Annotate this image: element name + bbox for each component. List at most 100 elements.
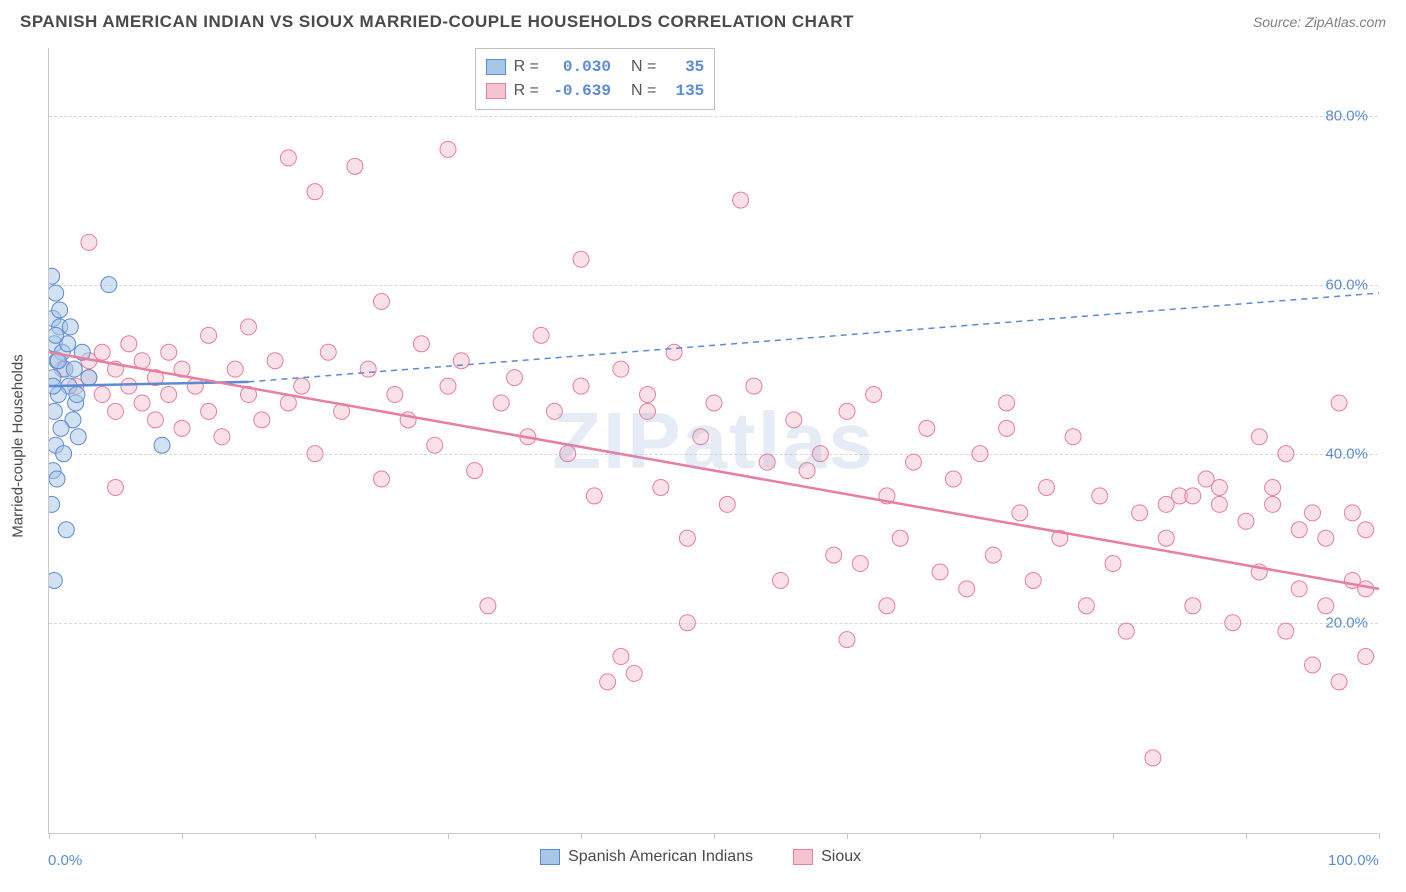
scatter-point xyxy=(1265,479,1281,495)
scatter-point xyxy=(161,344,177,360)
scatter-point xyxy=(786,412,802,428)
n-value: 35 xyxy=(664,55,704,79)
scatter-point xyxy=(999,420,1015,436)
scatter-point xyxy=(467,463,483,479)
scatter-point xyxy=(733,192,749,208)
scatter-point xyxy=(49,572,62,588)
scatter-point xyxy=(759,454,775,470)
scatter-point xyxy=(280,150,296,166)
legend-label: Spanish American Indians xyxy=(568,848,753,866)
n-label: N = xyxy=(631,55,656,79)
scatter-point xyxy=(1358,581,1374,597)
scatter-point xyxy=(320,344,336,360)
scatter-point xyxy=(932,564,948,580)
scatter-point xyxy=(799,463,815,479)
scatter-point xyxy=(134,395,150,411)
scatter-point xyxy=(866,387,882,403)
scatter-point xyxy=(1251,429,1267,445)
bottom-legend: Spanish American IndiansSioux xyxy=(540,848,861,866)
scatter-point xyxy=(81,234,97,250)
n-value: 135 xyxy=(664,79,704,103)
scatter-point xyxy=(440,378,456,394)
scatter-point xyxy=(280,395,296,411)
scatter-point xyxy=(49,403,62,419)
scatter-point xyxy=(1305,505,1321,521)
scatter-point xyxy=(1238,513,1254,529)
scatter-point xyxy=(52,302,68,318)
scatter-point xyxy=(413,336,429,352)
scatter-point xyxy=(666,344,682,360)
scatter-point xyxy=(1211,496,1227,512)
scatter-point xyxy=(70,429,86,445)
scatter-point xyxy=(1291,522,1307,538)
scatter-point xyxy=(49,268,60,284)
scatter-point xyxy=(174,420,190,436)
scatter-point xyxy=(1211,479,1227,495)
scatter-point xyxy=(679,615,695,631)
scatter-point xyxy=(1065,429,1081,445)
scatter-point xyxy=(693,429,709,445)
legend-item: Spanish American Indians xyxy=(540,848,753,866)
scatter-point xyxy=(1092,488,1108,504)
scatter-point xyxy=(1358,649,1374,665)
scatter-point xyxy=(480,598,496,614)
r-label: R = xyxy=(514,79,539,103)
scatter-point xyxy=(653,479,669,495)
scatter-point xyxy=(1132,505,1148,521)
legend-row: R =0.030N =35 xyxy=(486,55,705,79)
scatter-point xyxy=(1305,657,1321,673)
scatter-point xyxy=(62,319,78,335)
scatter-point xyxy=(719,496,735,512)
trend-line-solid xyxy=(49,352,1379,589)
scatter-point xyxy=(985,547,1001,563)
scatter-point xyxy=(1118,623,1134,639)
scatter-point xyxy=(49,285,64,301)
scatter-point xyxy=(613,361,629,377)
scatter-point xyxy=(600,674,616,690)
y-axis-label: Married-couple Households xyxy=(10,354,27,537)
scatter-point xyxy=(49,471,65,487)
scatter-point xyxy=(493,395,509,411)
scatter-point xyxy=(201,403,217,419)
scatter-point xyxy=(746,378,762,394)
scatter-point xyxy=(959,581,975,597)
scatter-point xyxy=(679,530,695,546)
scatter-point xyxy=(254,412,270,428)
scatter-point xyxy=(706,395,722,411)
scatter-point xyxy=(1039,479,1055,495)
legend-swatch xyxy=(793,849,813,865)
scatter-point xyxy=(640,387,656,403)
scatter-point xyxy=(613,649,629,665)
scatter-point xyxy=(1318,530,1334,546)
scatter-point xyxy=(56,446,72,462)
scatter-point xyxy=(839,632,855,648)
scatter-point xyxy=(839,403,855,419)
scatter-point xyxy=(66,361,82,377)
scatter-point xyxy=(826,547,842,563)
scatter-point xyxy=(81,370,97,386)
scatter-point xyxy=(892,530,908,546)
scatter-point xyxy=(640,403,656,419)
scatter-point xyxy=(307,184,323,200)
chart-svg xyxy=(49,48,1379,834)
scatter-point xyxy=(347,158,363,174)
scatter-point xyxy=(1331,674,1347,690)
scatter-point xyxy=(546,403,562,419)
legend-swatch xyxy=(486,59,506,75)
scatter-point xyxy=(154,437,170,453)
scatter-point xyxy=(241,319,257,335)
legend-swatch xyxy=(486,83,506,99)
scatter-point xyxy=(919,420,935,436)
chart-title: SPANISH AMERICAN INDIAN VS SIOUX MARRIED… xyxy=(20,12,854,32)
scatter-point xyxy=(1158,530,1174,546)
scatter-point xyxy=(1265,496,1281,512)
scatter-point xyxy=(1344,505,1360,521)
scatter-point xyxy=(49,327,64,343)
r-label: R = xyxy=(514,55,539,79)
scatter-point xyxy=(1158,496,1174,512)
correlation-legend: R =0.030N =35R =-0.639N =135 xyxy=(475,48,716,110)
scatter-point xyxy=(58,522,74,538)
scatter-point xyxy=(1225,615,1241,631)
scatter-point xyxy=(121,378,137,394)
scatter-point xyxy=(94,387,110,403)
